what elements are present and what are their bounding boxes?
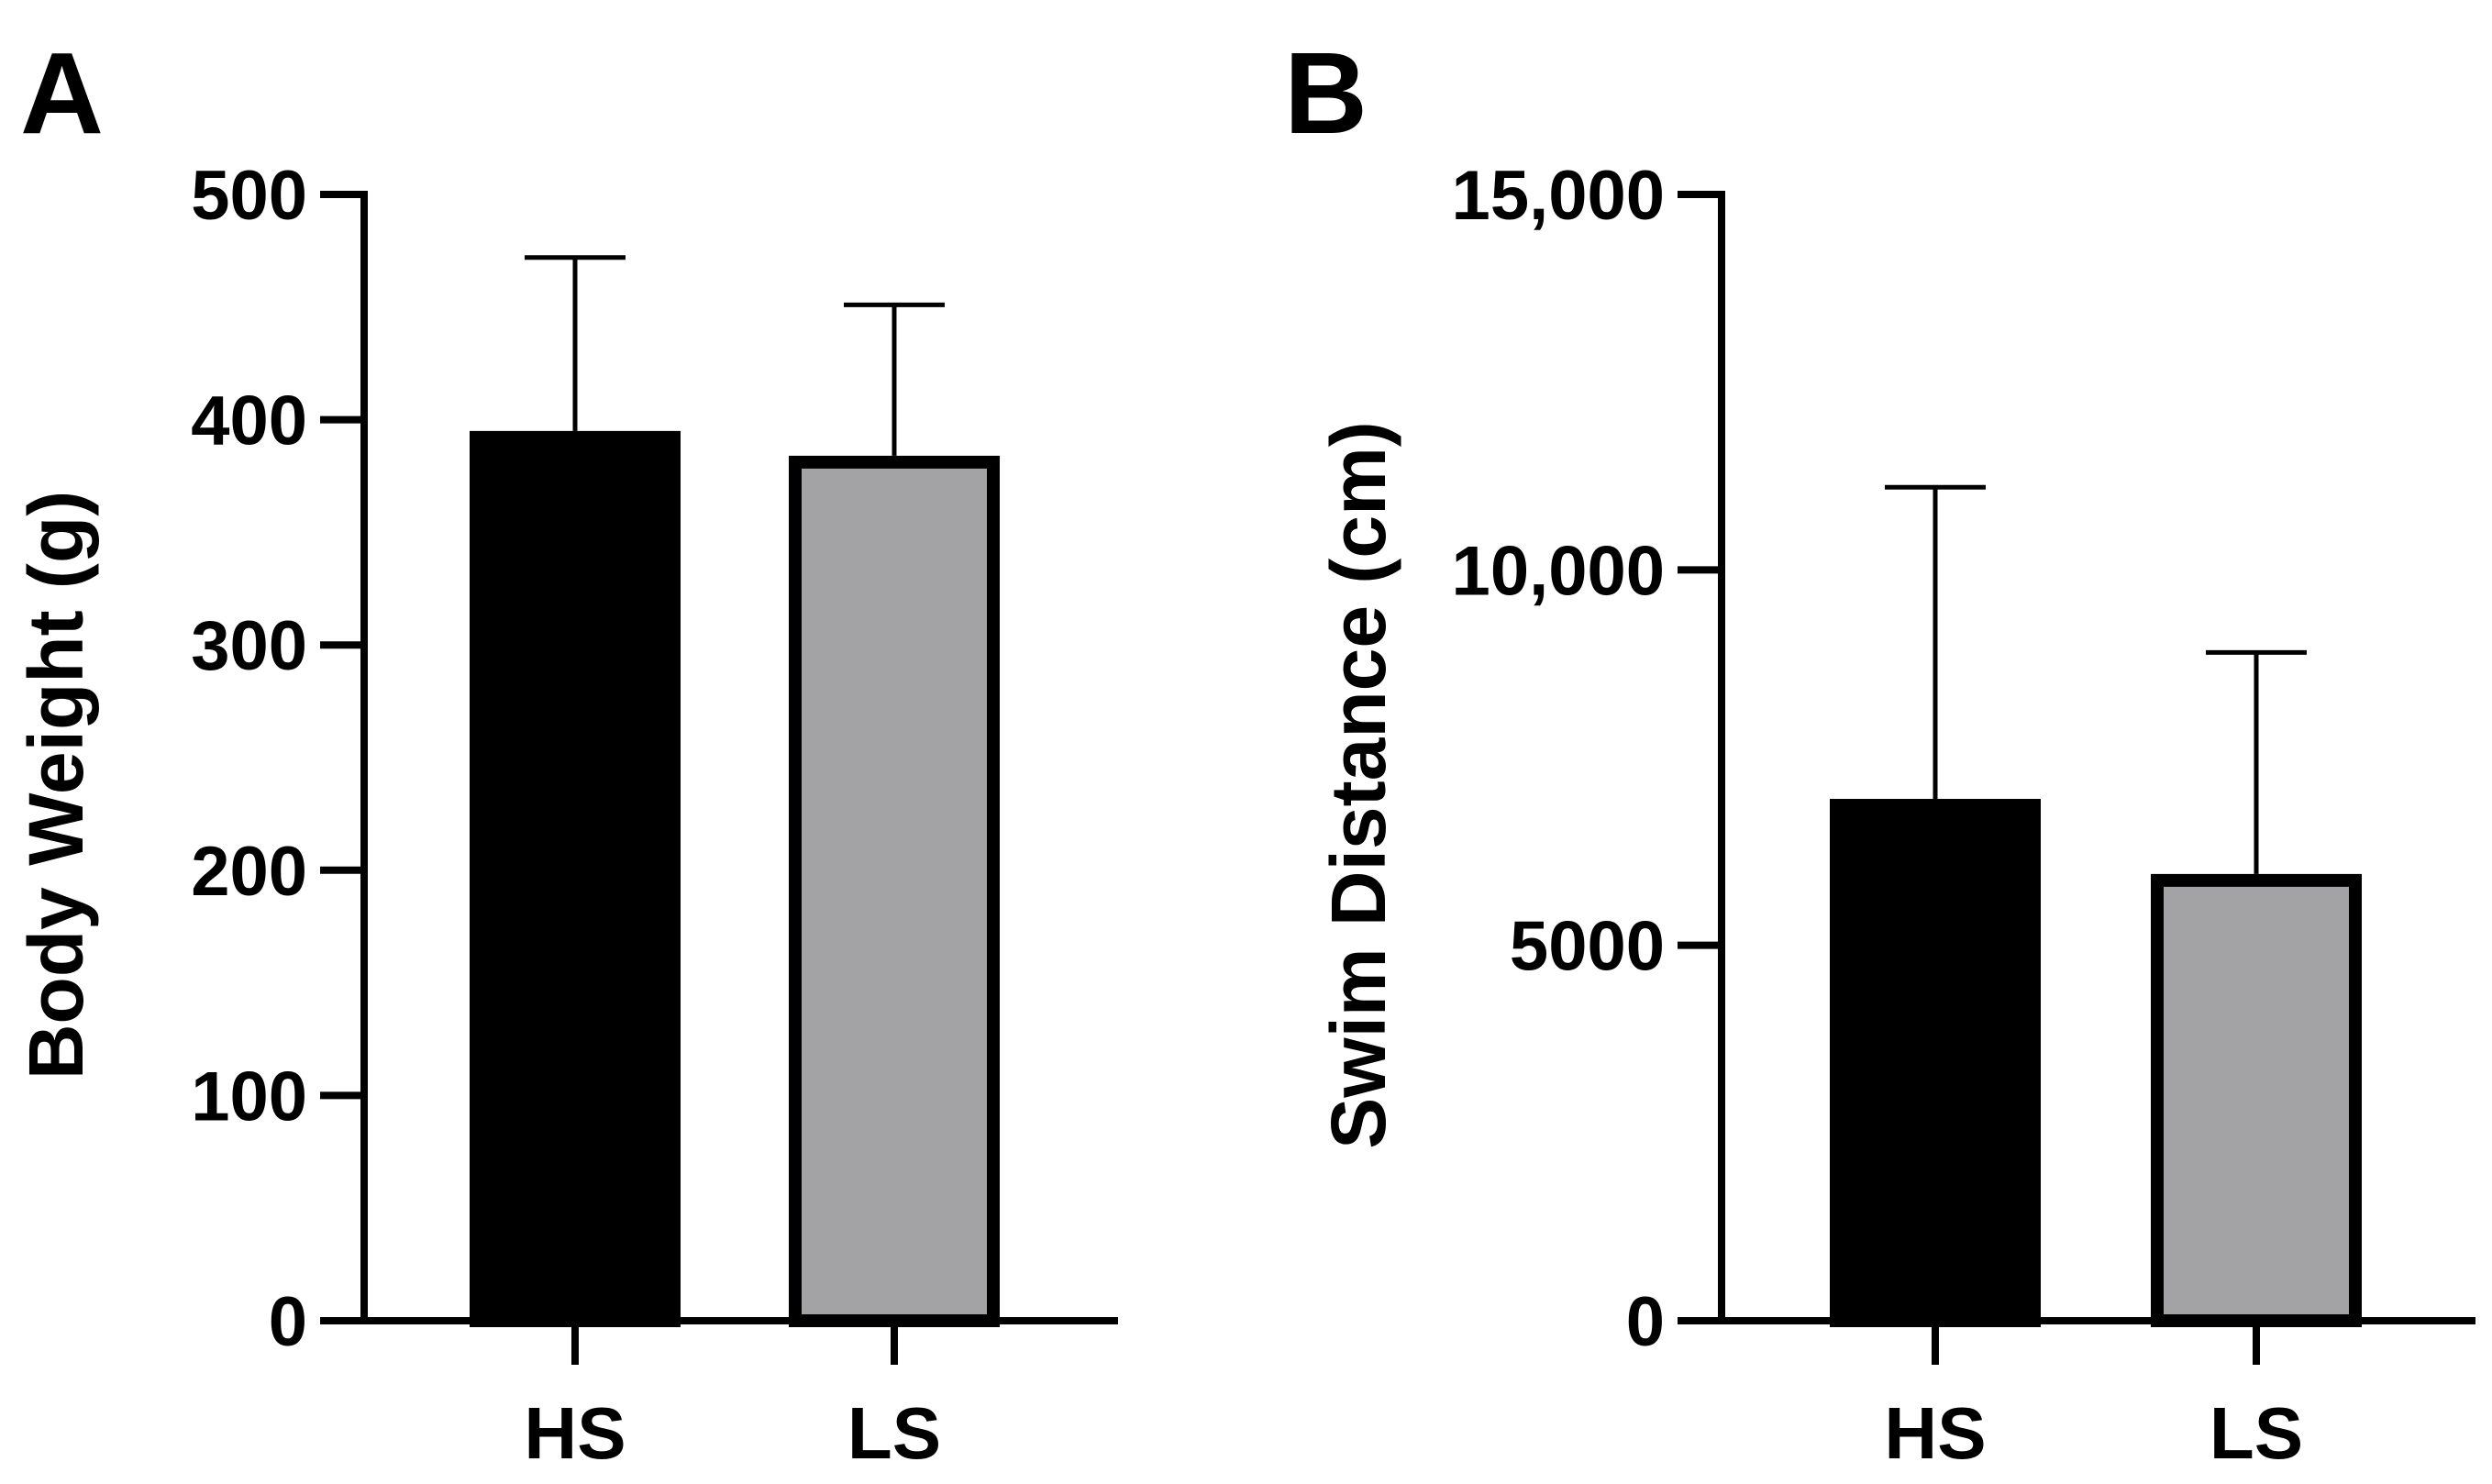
panel-b-bar-ls: [2151, 873, 2362, 1327]
panel-b-y-tick-label: 15,000: [1452, 157, 1665, 235]
panel-a-y-axis-title: Body Weight (g): [13, 491, 99, 1080]
panel-a-bar-ls: [789, 455, 1000, 1327]
panel-b-y-tick-label: 10,000: [1452, 532, 1665, 610]
panel-b-y-axis-title: Swim Distance (cm): [1315, 421, 1401, 1149]
panel-b-y-tick-label: 5000: [1510, 908, 1665, 986]
panel-a-category-label-hs: HS: [524, 1392, 626, 1474]
panel-a-y-tick-label: 0: [269, 1283, 307, 1361]
panel-a-y-tick-label: 400: [191, 382, 307, 460]
panel-a-category-label-ls: LS: [847, 1392, 941, 1474]
panel-b-letter: B: [1284, 28, 1368, 158]
panel-b-bar-hs: [1830, 799, 2041, 1327]
panel-a-y-tick-label: 100: [191, 1058, 307, 1135]
panel-a-y-tick-label: 500: [191, 157, 307, 235]
panel-b-y-tick-label: 0: [1626, 1283, 1665, 1361]
panel-b-category-label-hs: HS: [1884, 1392, 1986, 1474]
panel-b-category-label-ls: LS: [2210, 1392, 2303, 1474]
panel-a-y-tick-label: 300: [191, 607, 307, 685]
panel-b-swim-distance-chart: B 0 5000 10,000 15,000 HS LS Swim Distance (cm…: [1284, 28, 2475, 1474]
panel-a-y-tick-label: 200: [191, 833, 307, 911]
panel-a-body-weight-chart: A 0 100 200 300 400 500 HS LS Body Weight (g): [13, 28, 1118, 1474]
panel-a-bar-hs: [470, 430, 681, 1327]
panel-a-letter: A: [20, 28, 104, 158]
